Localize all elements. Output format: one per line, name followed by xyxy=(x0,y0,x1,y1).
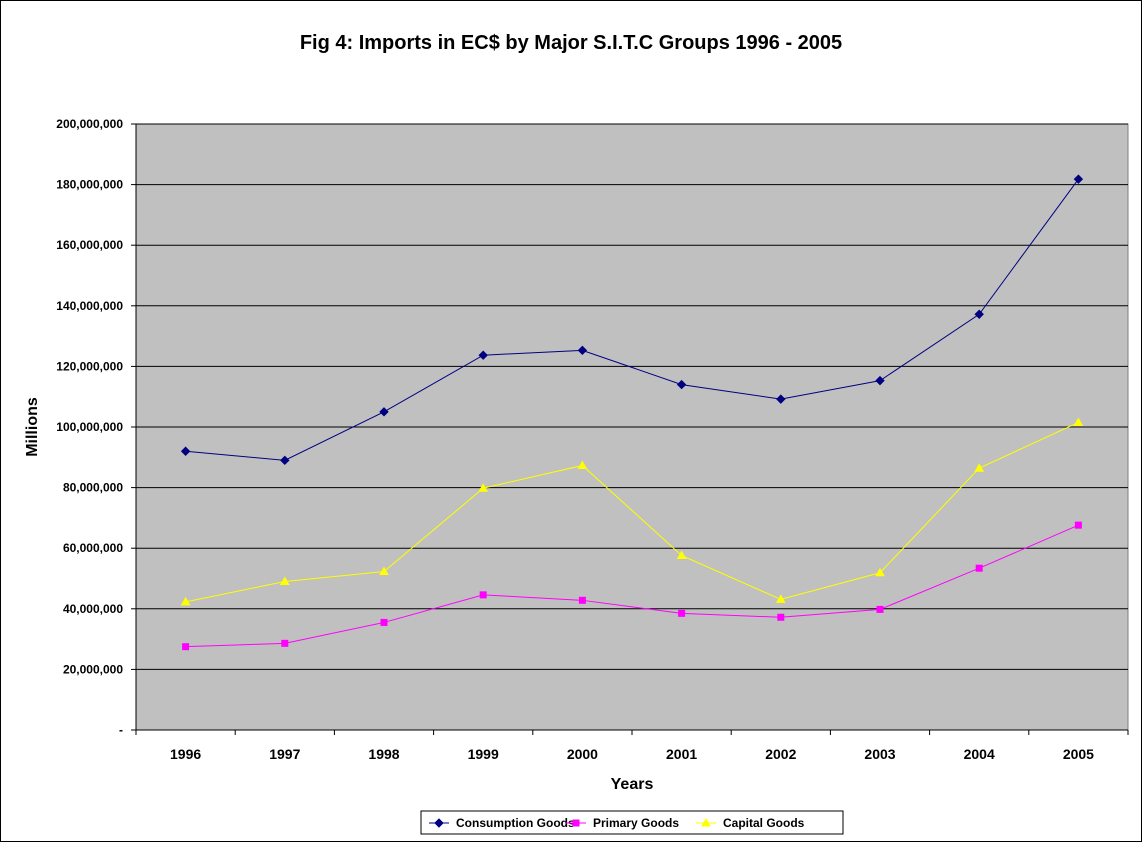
data-point-capital-goods xyxy=(775,594,786,603)
grid-lines xyxy=(136,123,1128,670)
legend-marker-consumption-goods xyxy=(434,818,444,828)
axes xyxy=(131,123,1129,735)
data-point-primary-goods xyxy=(975,564,983,572)
data-point-primary-goods xyxy=(678,609,686,617)
series-line-primary-goods xyxy=(185,524,1079,648)
legend-label-primary-goods: Primary Goods xyxy=(593,816,679,830)
chart-title: Fig 4: Imports in EC$ by Major S.I.T.C G… xyxy=(300,32,842,54)
x-tick-label: 1999 xyxy=(468,746,499,762)
data-point-capital-goods xyxy=(279,576,290,586)
legend-marker-capital-goods xyxy=(701,817,711,827)
data-point-primary-goods xyxy=(1074,521,1082,529)
legend-item-capital-goods: Capital Goods xyxy=(696,816,805,830)
data-point-primary-goods xyxy=(777,613,785,621)
y-tick-label: - xyxy=(119,723,123,737)
x-tick-label: 1996 xyxy=(170,746,201,762)
data-point-consumption-goods xyxy=(180,446,191,456)
legend-marker-primary-goods xyxy=(572,819,580,827)
legend-item-consumption-goods: Consumption Goods xyxy=(429,816,575,830)
y-tick-label: 140,000,000 xyxy=(56,299,123,313)
data-point-capital-goods xyxy=(180,596,191,606)
data-point-primary-goods xyxy=(281,639,289,647)
data-point-consumption-goods xyxy=(478,350,488,360)
legend: Consumption Goods Primary Goods Capital Go… xyxy=(420,810,844,835)
legend-item-primary-goods: Primary Goods xyxy=(566,816,679,830)
data-point-primary-goods xyxy=(578,596,586,604)
x-tick-label: 2005 xyxy=(1063,746,1094,762)
x-tick-label: 1997 xyxy=(269,746,300,762)
y-tick-label: 200,000,000 xyxy=(56,117,123,131)
y-tick-label: 180,000,000 xyxy=(56,178,123,192)
data-point-capital-goods xyxy=(676,550,687,559)
y-tick-labels: - 20,000,000 40,000,000 60,000,000 80,000,00… xyxy=(56,117,123,737)
data-point-consumption-goods xyxy=(974,309,984,319)
x-tick-label: 2003 xyxy=(864,746,895,762)
series-line-consumption-goods xyxy=(185,178,1079,461)
data-point-capital-goods xyxy=(875,567,885,577)
y-tick-label: 100,000,000 xyxy=(56,420,123,434)
data-point-primary-goods xyxy=(182,643,190,651)
data-point-consumption-goods xyxy=(676,379,687,390)
series-primary-goods xyxy=(182,521,1082,651)
data-point-capital-goods xyxy=(379,566,389,576)
data-point-capital-goods xyxy=(478,483,489,492)
x-tick-label: 2004 xyxy=(964,746,995,762)
series-consumption-goods xyxy=(180,174,1084,466)
data-point-capital-goods xyxy=(577,460,588,469)
x-tick-label: 2001 xyxy=(666,746,697,762)
x-tick-labels: 1996 1997 1998 1999 2000 2001 2002 2003 2004 2005 xyxy=(170,746,1094,762)
legend-label-consumption-goods: Consumption Goods xyxy=(456,816,575,830)
data-point-consumption-goods xyxy=(280,455,290,466)
series-line-capital-goods xyxy=(185,422,1079,603)
data-point-primary-goods xyxy=(380,618,388,626)
legend-label-capital-goods: Capital Goods xyxy=(723,816,805,830)
x-tick-label: 1998 xyxy=(368,746,399,762)
data-point-consumption-goods xyxy=(577,345,588,356)
data-point-consumption-goods xyxy=(379,407,389,417)
data-point-capital-goods xyxy=(1073,417,1084,426)
x-tick-label: 2002 xyxy=(765,746,796,762)
data-point-capital-goods xyxy=(974,463,985,472)
series-layer xyxy=(180,174,1084,651)
y-tick-label: 60,000,000 xyxy=(63,541,123,555)
y-tick-label: 160,000,000 xyxy=(56,238,123,252)
data-point-primary-goods xyxy=(479,591,487,599)
data-point-primary-goods xyxy=(876,605,884,613)
legend-box xyxy=(420,810,844,835)
data-point-consumption-goods xyxy=(1073,174,1084,184)
data-point-consumption-goods xyxy=(875,375,885,386)
y-axis-title: Millions xyxy=(24,397,41,457)
y-tick-label: 80,000,000 xyxy=(63,481,123,495)
x-tick-label: 2000 xyxy=(567,746,598,762)
series-capital-goods xyxy=(180,417,1084,606)
x-axis-title: Years xyxy=(611,776,654,793)
y-tick-label: 20,000,000 xyxy=(63,662,123,676)
y-tick-label: 40,000,000 xyxy=(63,602,123,616)
data-point-consumption-goods xyxy=(776,394,786,404)
y-tick-label: 120,000,000 xyxy=(56,359,123,373)
